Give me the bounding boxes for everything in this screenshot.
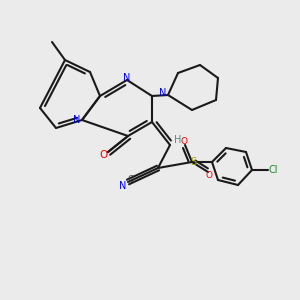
- Text: H: H: [174, 135, 182, 145]
- Text: N: N: [119, 181, 127, 191]
- Text: O: O: [100, 150, 108, 160]
- Text: N: N: [73, 115, 81, 125]
- Text: Cl: Cl: [268, 165, 278, 175]
- Text: N: N: [123, 73, 131, 83]
- Text: N: N: [159, 88, 167, 98]
- Text: S: S: [190, 157, 196, 167]
- Text: O: O: [206, 170, 212, 179]
- Text: O: O: [181, 137, 188, 146]
- Text: C: C: [128, 175, 134, 184]
